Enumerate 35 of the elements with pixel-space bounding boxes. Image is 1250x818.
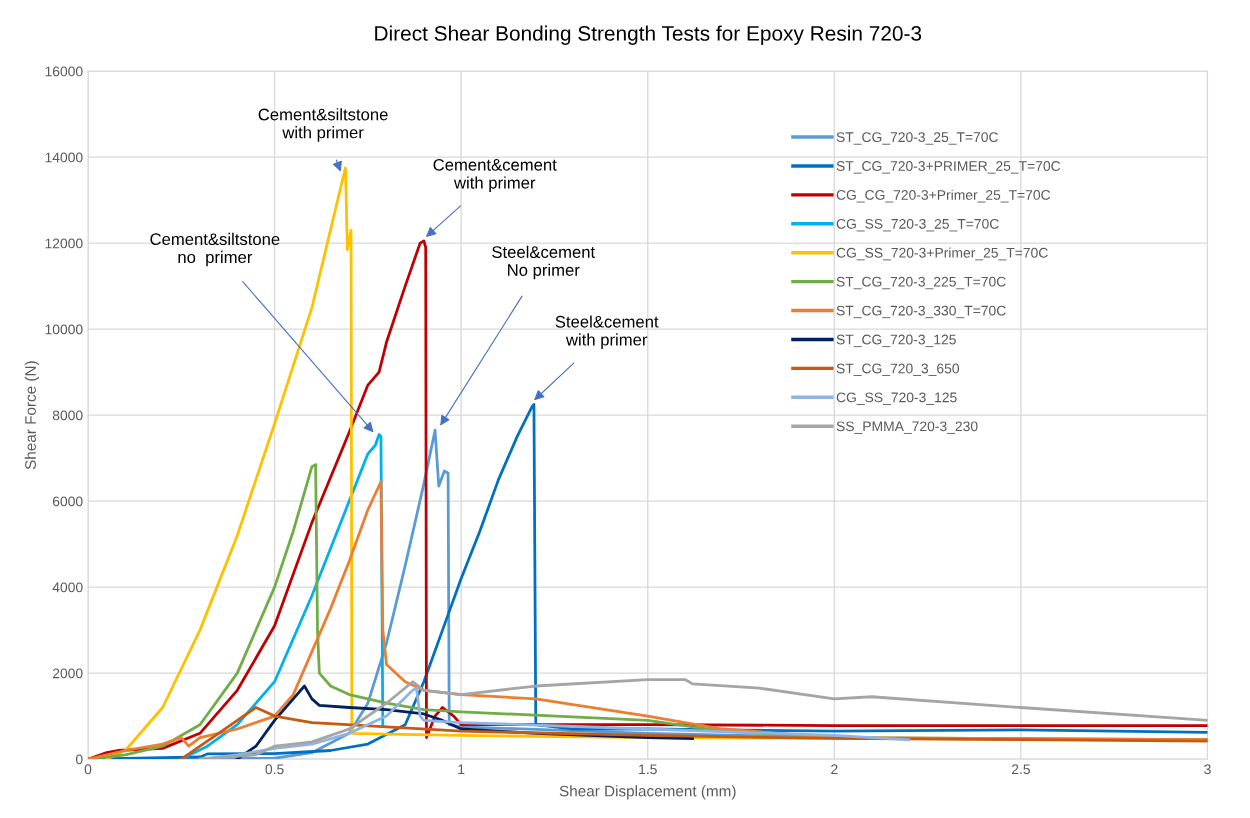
legend-label: ST_CG_720-3_25_T=70C <box>836 132 999 145</box>
legend-label: ST_CG_720-3_225_T=70C <box>836 276 1006 290</box>
annotation: Steel&cement with primer <box>555 315 659 349</box>
legend-label: CG_SS_720-3+Primer_25_T=70C <box>836 247 1048 261</box>
legend-label: CG_SS_720-3_125 <box>836 392 957 405</box>
annotation: Cement&cement with primer <box>433 158 557 192</box>
x-tick-label: 0 <box>84 764 92 775</box>
y-tick-label: 6000 <box>52 496 83 507</box>
legend-label: ST_CG_720-3_125 <box>836 334 956 348</box>
legend-label: ST_CG_720_3_650 <box>836 363 960 376</box>
x-tick-label: 0.5 <box>265 764 284 775</box>
annotation: Steel&cement No primer <box>492 245 596 280</box>
y-tick-label: 16000 <box>45 66 83 77</box>
x-tick-label: 3 <box>1204 764 1211 775</box>
y-tick-label: 4000 <box>52 582 83 593</box>
chart-title: Direct Shear Bonding Strength Tests for Epoxy Resin 720-3 <box>375 25 922 45</box>
y-tick-label: 8000 <box>52 410 83 421</box>
y-tick-label: 12000 <box>45 238 83 249</box>
x-axis-title: Shear Displacement (mm) <box>559 785 736 800</box>
y-tick-label: 0 <box>75 754 83 765</box>
legend-label: CG_CG_720-3+Primer_25_T=70C <box>836 189 1051 203</box>
y-tick-label: 2000 <box>52 668 83 679</box>
legend-label: ST_CG_720-3+PRIMER_25_T=70C <box>836 161 1061 174</box>
x-tick-label: 1 <box>458 764 465 775</box>
x-tick-label: 1.5 <box>639 764 657 775</box>
y-tick-label: 14000 <box>45 152 83 163</box>
y-tick-label: 10000 <box>45 324 83 335</box>
y-axis-title: Shear Force (N) <box>24 361 39 470</box>
legend-label: ST_CG_720-3_330_T=70C <box>836 305 1006 319</box>
annotation: Cement&siltstone with primer <box>258 108 388 142</box>
x-tick-label: 2.5 <box>1011 764 1030 775</box>
legend-label: SS_PMMA_720-3_230 <box>836 421 978 434</box>
x-tick-label: 2 <box>831 764 838 775</box>
legend-label: CG_SS_720-3_25_T=70C <box>836 218 999 232</box>
annotation: Cement&siltstone no primer <box>150 232 280 267</box>
